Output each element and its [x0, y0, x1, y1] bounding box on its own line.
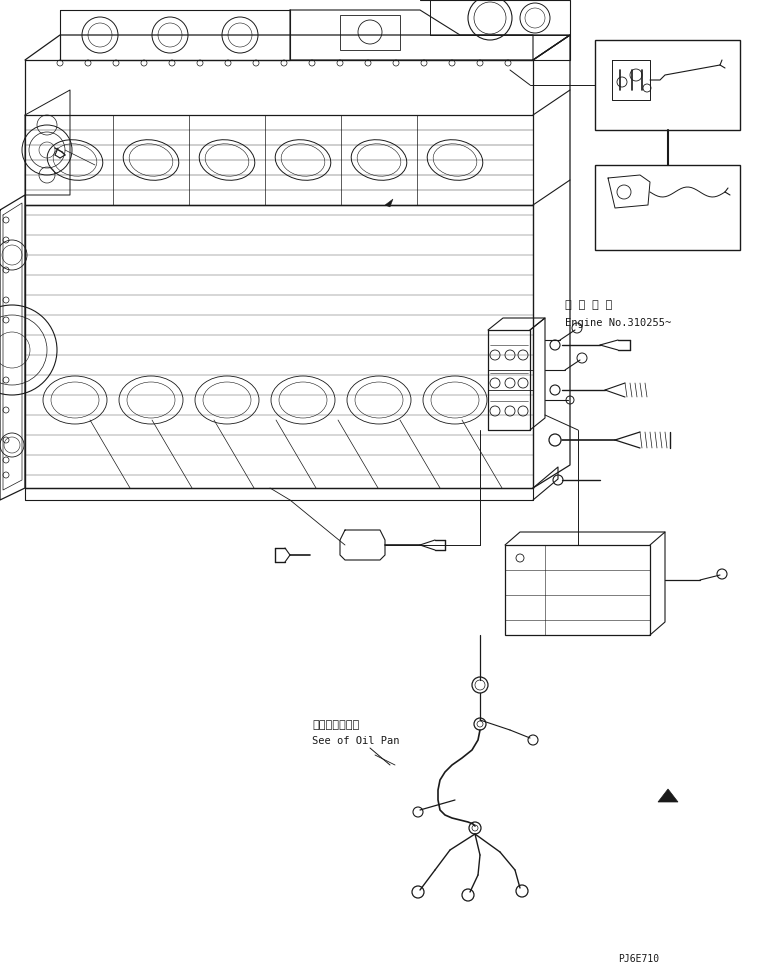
Bar	[595, 40, 740, 130]
Bar	[595, 165, 740, 250]
Polygon shape	[658, 789, 678, 802]
Text: See of Oil Pan: See of Oil Pan	[312, 736, 399, 746]
Text: オイルパン参照: オイルパン参照	[312, 720, 360, 730]
Bar	[340, 15, 400, 50]
Bar	[505, 545, 650, 635]
Text: Engine No.310255~: Engine No.310255~	[565, 318, 671, 328]
Text: PJ6E710: PJ6E710	[618, 954, 659, 964]
Polygon shape	[385, 199, 393, 207]
Text: 適 用 号 機: 適 用 号 機	[565, 300, 612, 310]
